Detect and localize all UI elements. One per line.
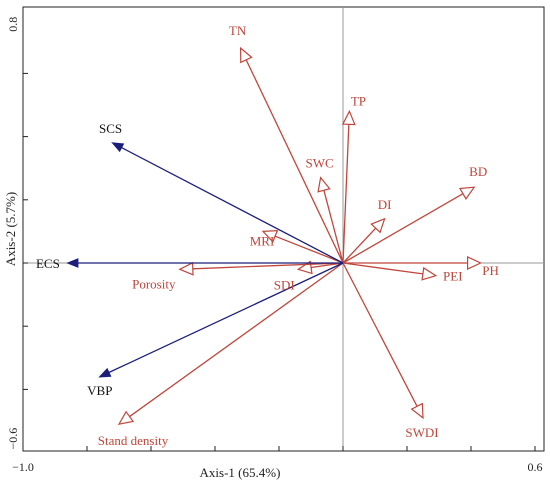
vector-label-pei: PEI bbox=[443, 269, 463, 284]
vector-label-stand-density: Stand density bbox=[98, 433, 169, 448]
vector-label-ecs: ECS bbox=[36, 256, 60, 271]
vector-label-ph: PH bbox=[482, 263, 499, 278]
x-axis-title: Axis-1 (65.4%) bbox=[200, 465, 281, 480]
vector-label-vbp: VBP bbox=[87, 383, 112, 398]
arrowhead-tn bbox=[239, 46, 253, 64]
vector-label-bd: BD bbox=[469, 164, 487, 179]
vector-stand-density bbox=[129, 262, 344, 418]
arrowhead-ph bbox=[467, 256, 483, 270]
vector-label-tp: TP bbox=[351, 93, 366, 108]
arrowhead-mri bbox=[261, 229, 279, 243]
arrowhead-swdi bbox=[410, 402, 424, 420]
arrowhead-scs bbox=[111, 142, 125, 153]
vector-label-porosity: Porosity bbox=[132, 276, 176, 291]
vector-label-swdi: SWDI bbox=[405, 425, 438, 440]
vector-label-di: DI bbox=[378, 197, 392, 212]
vector-label-scs: SCS bbox=[99, 121, 122, 136]
arrowhead-pei bbox=[421, 266, 438, 281]
arrowhead-bd bbox=[458, 186, 476, 200]
arrowhead-di bbox=[370, 217, 386, 234]
arrowhead-swc bbox=[317, 176, 331, 193]
arrowhead-tp bbox=[341, 109, 356, 126]
vector-pei bbox=[342, 262, 424, 275]
vector-swdi bbox=[342, 262, 418, 407]
vector-label-sdi: SDI bbox=[274, 277, 295, 292]
vector-scs bbox=[121, 146, 344, 264]
biplot-vectors: TN TP SWC BD DI MRI PH PEI SDI Porosity SWDI Stand … bbox=[36, 23, 499, 448]
y-tick-label: 0.8 bbox=[6, 17, 20, 32]
plot-frame bbox=[22, 6, 545, 452]
vector-mri bbox=[274, 235, 344, 264]
arrowhead-ecs bbox=[66, 258, 79, 268]
vector-di bbox=[342, 227, 377, 264]
arrowhead-porosity bbox=[178, 261, 194, 276]
vector-tp bbox=[342, 124, 350, 264]
x-tick-label: −1.0 bbox=[12, 460, 34, 474]
vector-label-tn: TN bbox=[229, 23, 247, 38]
x-tick-label: 0.6 bbox=[528, 460, 543, 474]
arrowhead-vbp bbox=[98, 367, 112, 378]
vector-porosity bbox=[192, 262, 344, 270]
vector-label-mri: MRI bbox=[250, 233, 275, 248]
vector-tn bbox=[245, 59, 344, 264]
vector-bd bbox=[342, 193, 464, 264]
y-tick-label: −0.6 bbox=[6, 428, 20, 450]
axis-ticks: −1.0 0.6 0.8 −0.6 bbox=[6, 17, 543, 474]
arrowhead-stand-density bbox=[117, 410, 135, 425]
vector-swc bbox=[323, 190, 344, 264]
y-axis-title: Axis-2 (5.7%) bbox=[3, 192, 18, 266]
vector-vbp bbox=[108, 262, 344, 374]
vector-label-swc: SWC bbox=[306, 156, 334, 171]
